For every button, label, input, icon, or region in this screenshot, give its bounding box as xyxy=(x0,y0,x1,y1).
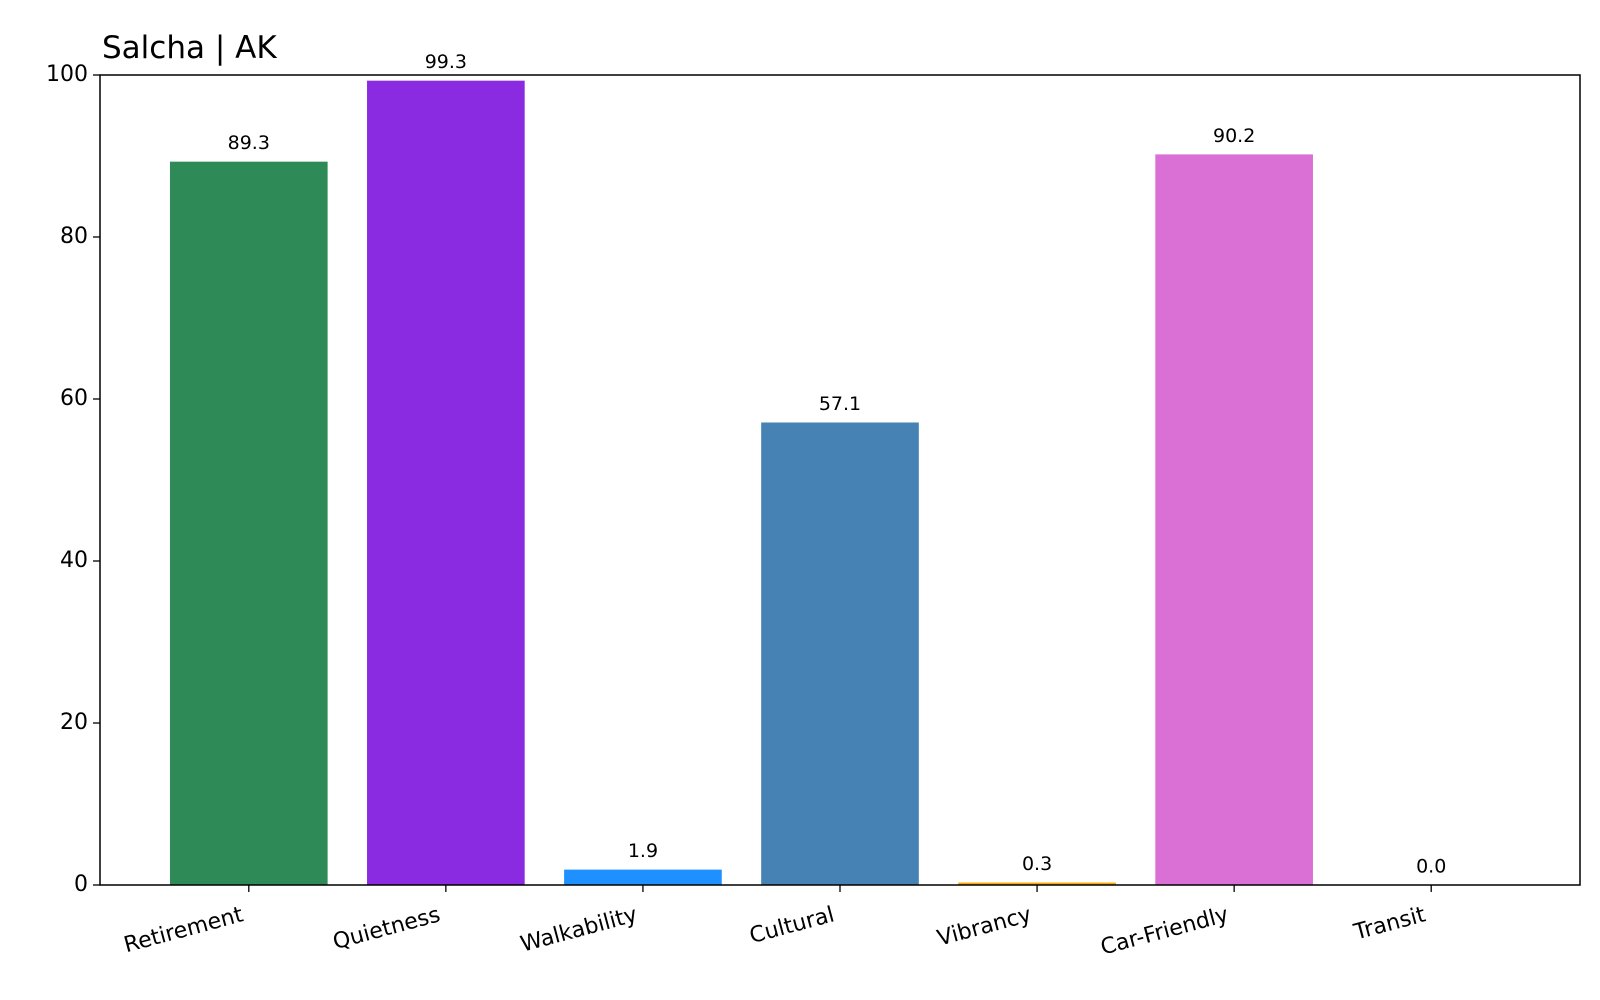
plot-frame xyxy=(99,74,1581,886)
bar xyxy=(169,161,328,886)
y-tick-label: 80 xyxy=(60,224,88,249)
y-tick-label: 60 xyxy=(60,386,88,411)
value-label: 0.0 xyxy=(1416,856,1446,878)
value-label: 89.3 xyxy=(228,132,270,154)
x-tick-label: Quietness xyxy=(330,902,443,955)
value-label: 90.2 xyxy=(1213,125,1255,147)
chart-title: Salcha | AK xyxy=(102,30,277,66)
x-tick-label: Retirement xyxy=(121,902,246,958)
y-tick-label: 20 xyxy=(60,710,88,735)
y-tick-label: 100 xyxy=(46,62,88,87)
x-tick-label: Car-Friendly xyxy=(1098,902,1231,960)
bar xyxy=(958,882,1116,885)
value-label: 99.3 xyxy=(425,51,467,73)
x-tick-label: Walkability xyxy=(518,902,640,957)
x-tick-label: Vibrancy xyxy=(935,902,1034,951)
y-tick-label: 0 xyxy=(74,872,88,897)
bar xyxy=(761,422,919,885)
value-label: 1.9 xyxy=(628,840,658,862)
value-label: 0.3 xyxy=(1022,853,1052,875)
bar xyxy=(1155,154,1313,885)
x-tick-label: Cultural xyxy=(747,902,837,949)
bar xyxy=(367,80,525,886)
value-label: 57.1 xyxy=(819,393,861,415)
bar xyxy=(564,869,722,885)
y-tick-label: 40 xyxy=(60,548,88,573)
x-tick-label: Transit xyxy=(1350,902,1428,945)
